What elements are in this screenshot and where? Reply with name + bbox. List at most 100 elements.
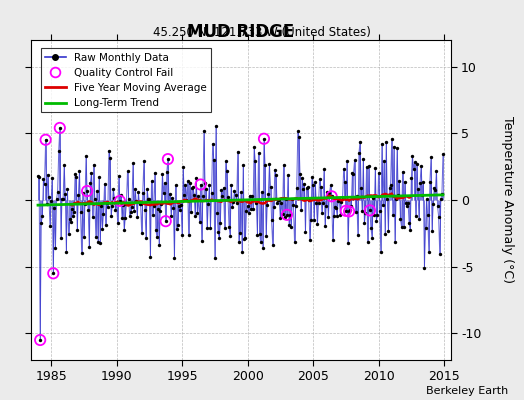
Point — [334, 198, 342, 204]
Point — [85, 244, 93, 250]
Point — [142, 235, 150, 241]
Point — [163, 156, 172, 162]
Point — [263, 202, 271, 208]
Point — [208, 190, 216, 196]
Point — [42, 201, 51, 207]
Point — [135, 200, 144, 207]
Point — [279, 162, 288, 168]
Point — [424, 248, 433, 255]
Point — [422, 196, 431, 202]
Point — [205, 182, 214, 188]
Point — [275, 197, 283, 203]
Point — [282, 212, 291, 218]
Point — [213, 210, 221, 216]
Point — [345, 208, 353, 214]
Point — [219, 192, 227, 199]
Point — [223, 168, 231, 174]
Point — [253, 232, 261, 238]
Point — [52, 196, 61, 202]
Point — [198, 238, 206, 244]
Point — [367, 225, 375, 231]
Point — [39, 176, 48, 182]
Point — [396, 216, 405, 222]
Point — [259, 244, 267, 251]
Point — [57, 235, 65, 242]
Point — [170, 255, 179, 262]
Point — [171, 182, 180, 189]
Point — [371, 164, 379, 171]
Point — [364, 239, 372, 245]
Point — [165, 199, 173, 205]
Point — [313, 221, 322, 228]
Point — [260, 136, 268, 142]
Point — [98, 226, 106, 232]
Point — [118, 215, 126, 221]
Point — [264, 191, 272, 197]
Point — [159, 190, 168, 196]
Point — [122, 201, 130, 207]
Point — [36, 337, 45, 343]
Point — [220, 184, 228, 191]
Point — [380, 158, 388, 164]
Point — [107, 213, 115, 220]
Point — [181, 182, 190, 188]
Point — [282, 212, 291, 218]
Point — [256, 238, 265, 245]
Point — [397, 224, 406, 230]
Point — [60, 162, 68, 168]
Point — [273, 200, 281, 206]
Point — [355, 150, 363, 156]
Point — [289, 202, 298, 208]
Point — [272, 172, 280, 178]
Point — [214, 228, 222, 235]
Point — [178, 232, 187, 238]
Point — [407, 175, 416, 182]
Point — [209, 140, 217, 147]
Point — [438, 191, 446, 198]
Point — [375, 169, 383, 176]
Point — [217, 187, 225, 194]
Point — [192, 175, 201, 181]
Point — [190, 192, 198, 198]
Point — [121, 214, 129, 221]
Point — [262, 233, 270, 240]
Point — [134, 189, 143, 196]
Point — [369, 194, 377, 201]
Point — [287, 224, 296, 230]
Point — [206, 224, 215, 231]
Point — [309, 182, 318, 188]
Point — [93, 188, 101, 194]
Point — [270, 204, 278, 210]
Point — [62, 248, 71, 255]
Point — [37, 220, 46, 226]
Point — [61, 191, 70, 197]
Point — [166, 191, 174, 197]
Point — [290, 239, 299, 246]
Point — [320, 166, 328, 173]
Point — [330, 212, 338, 219]
Point — [331, 204, 339, 210]
Point — [182, 197, 191, 203]
Point — [129, 160, 137, 166]
Point — [56, 125, 64, 131]
Point — [417, 162, 425, 169]
Point — [130, 207, 138, 214]
Point — [148, 211, 157, 218]
Point — [56, 125, 64, 131]
Point — [75, 168, 84, 174]
Point — [382, 139, 390, 146]
Point — [402, 200, 410, 206]
Point — [315, 176, 324, 183]
Point — [288, 196, 297, 202]
Point — [104, 204, 112, 211]
Point — [399, 224, 408, 230]
Point — [132, 198, 140, 205]
Point — [63, 185, 72, 192]
Point — [92, 234, 100, 241]
Point — [429, 201, 438, 207]
Point — [45, 194, 53, 200]
Point — [179, 164, 188, 170]
Point — [318, 210, 326, 216]
Point — [108, 203, 116, 209]
Point — [73, 226, 82, 233]
